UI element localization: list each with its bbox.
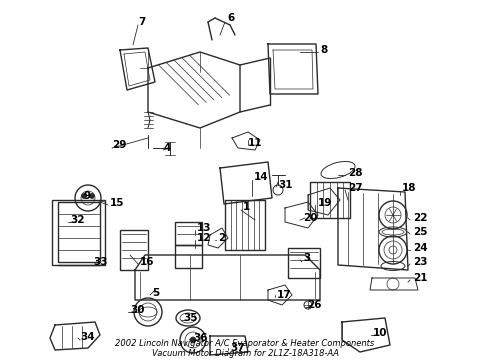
Bar	[288, 248, 320, 278]
Text: 26: 26	[307, 300, 321, 310]
Text: 27: 27	[348, 183, 363, 193]
Text: 10: 10	[373, 328, 388, 338]
Text: 13: 13	[197, 223, 212, 233]
Text: 9: 9	[83, 191, 90, 201]
Text: 35: 35	[183, 313, 197, 323]
Text: 16: 16	[140, 257, 154, 267]
Text: 37: 37	[230, 343, 245, 353]
Text: 11: 11	[248, 138, 263, 148]
Circle shape	[81, 194, 87, 198]
Text: 21: 21	[413, 273, 427, 283]
Text: 34: 34	[80, 332, 95, 342]
Bar	[175, 245, 202, 268]
Text: 28: 28	[348, 168, 363, 178]
Text: 24: 24	[413, 243, 428, 253]
Text: 30: 30	[130, 305, 145, 315]
Text: 33: 33	[93, 257, 107, 267]
Text: 18: 18	[402, 183, 416, 193]
Text: 7: 7	[138, 17, 146, 27]
Text: 29: 29	[112, 140, 126, 150]
Bar	[310, 182, 350, 218]
Text: 19: 19	[318, 198, 332, 208]
Text: 8: 8	[320, 45, 327, 55]
Text: 2: 2	[218, 233, 225, 243]
Text: 14: 14	[254, 172, 269, 182]
Bar	[225, 200, 265, 250]
Text: 36: 36	[193, 333, 207, 343]
Text: 15: 15	[110, 198, 124, 208]
Text: 5: 5	[152, 288, 159, 298]
Bar	[58, 202, 100, 262]
Text: 25: 25	[413, 227, 427, 237]
Text: 4: 4	[163, 143, 171, 153]
Bar	[175, 222, 202, 245]
Text: Vacuum Motor Diagram for 2L1Z-18A318-AA: Vacuum Motor Diagram for 2L1Z-18A318-AA	[151, 350, 339, 359]
Text: 32: 32	[70, 215, 84, 225]
Text: 1: 1	[243, 202, 250, 212]
Text: 23: 23	[413, 257, 427, 267]
Text: 17: 17	[277, 290, 292, 300]
Circle shape	[90, 194, 95, 198]
Bar	[120, 230, 148, 270]
Bar	[52, 200, 105, 265]
Text: 6: 6	[227, 13, 234, 23]
Text: 2002 Lincoln Navigator A/C Evaporator & Heater Components: 2002 Lincoln Navigator A/C Evaporator & …	[115, 339, 375, 348]
Circle shape	[190, 337, 196, 343]
Text: 3: 3	[303, 253, 310, 263]
Text: 31: 31	[278, 180, 293, 190]
Text: 12: 12	[197, 233, 212, 243]
Text: 22: 22	[413, 213, 427, 223]
Text: 20: 20	[303, 213, 318, 223]
